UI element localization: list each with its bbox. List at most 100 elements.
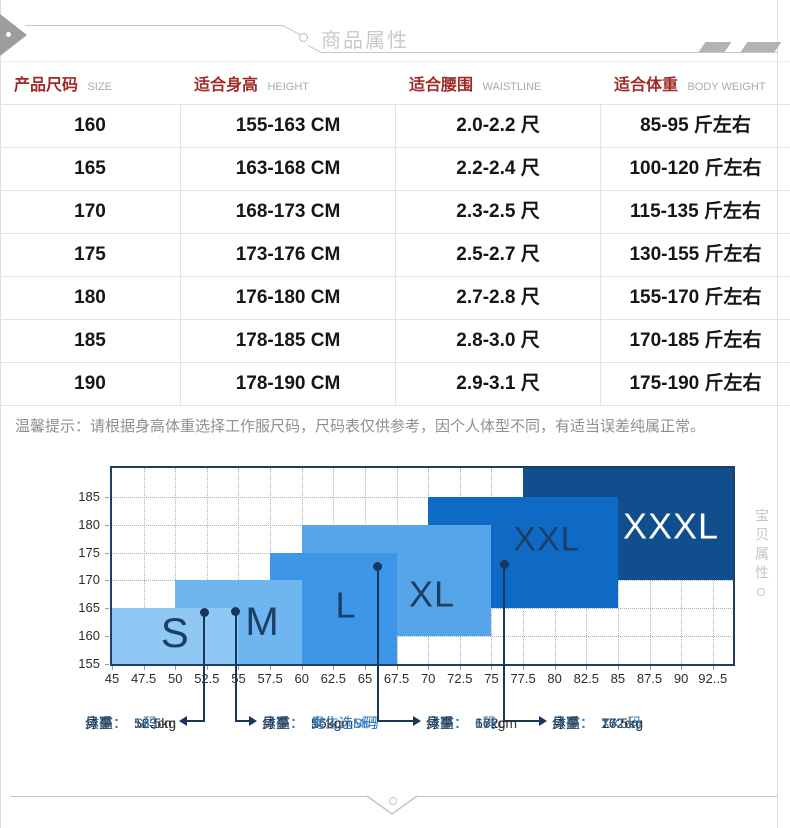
annotation-row: 男生选M码 xyxy=(262,713,379,733)
table-row: 180 176-180 CM 2.7-2.8 尺 155-170 斤左右 xyxy=(0,277,790,320)
x-tick-label: 62.5 xyxy=(320,671,346,686)
y-tick-label: 165 xyxy=(78,600,100,616)
cell-height: 163-168 CM xyxy=(180,148,395,190)
size-example-dot xyxy=(199,607,209,617)
column-header-cn: 适合腰围 xyxy=(409,77,474,94)
annotation-value: 172cm xyxy=(475,715,518,731)
annotation-value: 55kg xyxy=(311,715,342,731)
table-row: 160 155-163 CM 2.0-2.2 尺 85-95 斤左右 xyxy=(0,105,790,148)
cell-height: 178-185 CM xyxy=(180,320,395,362)
y-tick-label: 155 xyxy=(78,656,100,671)
leader-arrowhead-left xyxy=(174,716,187,726)
x-axis-tick xyxy=(460,666,461,670)
column-header-cn: 适合体重 xyxy=(614,77,679,94)
x-tick-label: 80 xyxy=(547,671,562,686)
x-axis-tick xyxy=(333,666,334,670)
y-tick-label: 175 xyxy=(78,544,100,560)
table-row: 170 168-173 CM 2.3-2.5 尺 115-135 斤左右 xyxy=(0,191,790,234)
column-header-cn: 产品尺码 xyxy=(14,77,79,94)
cell-waist: 2.7-2.8 尺 xyxy=(395,277,600,319)
annotation-value: 女生选S码 xyxy=(311,715,377,731)
cell-waist: 2.5-2.7 尺 xyxy=(395,234,600,276)
size-label-S: S xyxy=(160,609,190,657)
annotation-value: 66kg xyxy=(475,715,506,731)
annotation-row: 尺码： 女生选S码 xyxy=(262,713,376,733)
annotation-value: 男生选M码 xyxy=(311,715,379,731)
x-axis-tick xyxy=(618,666,619,670)
y-tick-label: 180 xyxy=(78,516,100,532)
size-table: 产品尺码 SIZE 适合身高 HEIGHT 适合腰围 WAISTLINE 适合体… xyxy=(0,61,790,448)
y-axis-tick xyxy=(105,636,109,637)
y-axis-tick xyxy=(105,525,109,526)
table-row: 190 178-190 CM 2.9-3.1 尺 175-190 斤左右 xyxy=(0,363,790,406)
cell-weight: 85-95 斤左右 xyxy=(600,105,790,147)
x-axis-tick xyxy=(302,666,303,670)
annotation-row: 体重： 66kg xyxy=(426,713,505,733)
y-axis-tick xyxy=(105,553,109,554)
size-label-XL: XL xyxy=(408,573,455,615)
annotation-value: 163cm xyxy=(311,715,354,731)
size-label-M: M xyxy=(245,599,280,644)
bottom-notch-icon xyxy=(366,795,418,815)
x-tick-label: 85 xyxy=(610,671,626,686)
cell-waist: 2.8-3.0 尺 xyxy=(395,320,600,362)
annotation-value: 172cm xyxy=(601,715,644,731)
x-tick-label: 67.5 xyxy=(383,671,410,686)
annotation-value: XXL码 xyxy=(601,715,642,731)
annotation-row: 身高： 172cm xyxy=(426,713,517,733)
y-axis-tick xyxy=(105,580,109,581)
leader-line-vertical xyxy=(234,611,237,722)
annotation-label: 体重： xyxy=(262,715,304,731)
column-header-en: BODY WEIGHT xyxy=(687,81,766,93)
side-circle-icon xyxy=(757,588,765,596)
annotation-label: 尺码： xyxy=(426,715,468,731)
cell-waist: 2.3-2.5 尺 xyxy=(395,191,600,233)
leader-arrowhead-right xyxy=(249,716,262,726)
x-tick-label: 87.5 xyxy=(636,671,663,686)
annotation-value: 76.5kg xyxy=(601,715,644,731)
x-axis-tick xyxy=(112,666,113,670)
header-circle-icon xyxy=(299,33,308,42)
cell-height: 176-180 CM xyxy=(180,277,395,319)
cell-height: 168-173 CM xyxy=(180,191,395,233)
size-table-header-row: 产品尺码 SIZE 适合身高 HEIGHT 适合腰围 WAISTLINE 适合体… xyxy=(0,62,790,105)
annotation-row: 尺码： S码 xyxy=(85,713,157,733)
cell-waist: 2.9-3.1 尺 xyxy=(395,363,600,405)
x-axis-tick xyxy=(270,666,271,670)
cell-weight: 175-190 斤左右 xyxy=(600,363,790,405)
grid-line-vertical xyxy=(144,468,145,664)
size-example-dot xyxy=(499,560,509,570)
leader-line-horizontal xyxy=(377,720,414,722)
grid-line-vertical xyxy=(238,468,239,664)
annotation-label: 身高： xyxy=(552,715,594,731)
annotation-row: 身高： 172cm xyxy=(552,713,643,733)
grid-line-vertical xyxy=(175,468,176,664)
x-axis-tick xyxy=(428,666,429,670)
cell-weight: 100-120 斤左右 xyxy=(600,148,790,190)
x-axis-tick xyxy=(397,666,398,670)
page-left-border xyxy=(0,0,1,828)
leader-line-horizontal xyxy=(182,720,205,722)
size-example-dot xyxy=(231,607,241,617)
cell-weight: 115-135 斤左右 xyxy=(600,191,790,233)
x-tick-label: 72.5 xyxy=(447,671,473,686)
header-underline xyxy=(321,52,777,53)
side-vertical-label: 宝贝属性 xyxy=(754,508,770,584)
annotation-label: 尺码： xyxy=(85,715,127,731)
annotation-label: 身高： xyxy=(262,715,304,731)
y-tick-label: 160 xyxy=(78,628,100,644)
column-header-cn: 适合身高 xyxy=(194,77,259,94)
x-axis-tick xyxy=(523,666,524,670)
annotation-label: 体重： xyxy=(85,715,127,731)
x-tick-label: 82.5 xyxy=(573,671,599,686)
x-axis-tick xyxy=(713,666,714,670)
cell-weight: 155-170 斤左右 xyxy=(600,277,790,319)
x-axis-tick xyxy=(650,666,651,670)
leader-line-vertical xyxy=(503,564,506,722)
annotation-row: 身高： 163cm xyxy=(262,713,353,733)
cell-height: 155-163 CM xyxy=(180,105,395,147)
annotation-label: 体重： xyxy=(426,715,468,731)
column-header-en: WAISTLINE xyxy=(482,81,542,93)
